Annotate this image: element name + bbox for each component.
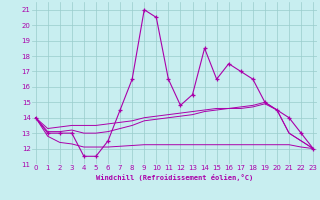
X-axis label: Windchill (Refroidissement éolien,°C): Windchill (Refroidissement éolien,°C) [96, 174, 253, 181]
